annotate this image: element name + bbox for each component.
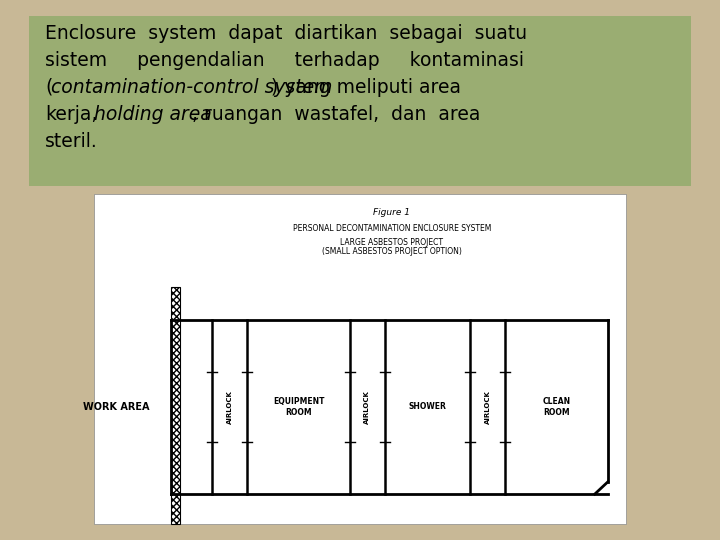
Text: AIRLOCK: AIRLOCK <box>227 390 233 424</box>
Text: EQUIPMENT
ROOM: EQUIPMENT ROOM <box>273 397 325 416</box>
Text: CLEAN
ROOM: CLEAN ROOM <box>542 397 570 416</box>
Text: PERSONAL DECONTAMINATION ENCLOSURE SYSTEM: PERSONAL DECONTAMINATION ENCLOSURE SYSTE… <box>293 224 491 233</box>
Text: sistem     pengendalian     terhadap     kontaminasi: sistem pengendalian terhadap kontaminasi <box>45 51 524 70</box>
Bar <box>171 287 180 524</box>
Text: Enclosure  system  dapat  diartikan  sebagai  suatu: Enclosure system dapat diartikan sebagai… <box>45 24 528 43</box>
Text: (SMALL ASBESTOS PROJECT OPTION): (SMALL ASBESTOS PROJECT OPTION) <box>322 247 462 256</box>
Text: AIRLOCK: AIRLOCK <box>364 390 371 424</box>
Text: contamination-control system: contamination-control system <box>51 78 333 97</box>
Text: steril.: steril. <box>45 132 98 151</box>
Text: , ruangan  wastafel,  dan  area: , ruangan wastafel, dan area <box>192 105 480 124</box>
Text: SHOWER: SHOWER <box>408 402 446 411</box>
Text: holding area: holding area <box>94 105 212 124</box>
Bar <box>29 16 691 186</box>
Text: AIRLOCK: AIRLOCK <box>485 390 490 424</box>
Text: ) yang meliputi area: ) yang meliputi area <box>271 78 461 97</box>
Text: LARGE ASBESTOS PROJECT: LARGE ASBESTOS PROJECT <box>341 238 444 247</box>
Bar <box>94 194 626 524</box>
Text: WORK AREA: WORK AREA <box>83 402 149 412</box>
Text: Figure 1: Figure 1 <box>374 208 410 217</box>
Text: kerja,: kerja, <box>45 105 98 124</box>
Text: (: ( <box>45 78 53 97</box>
